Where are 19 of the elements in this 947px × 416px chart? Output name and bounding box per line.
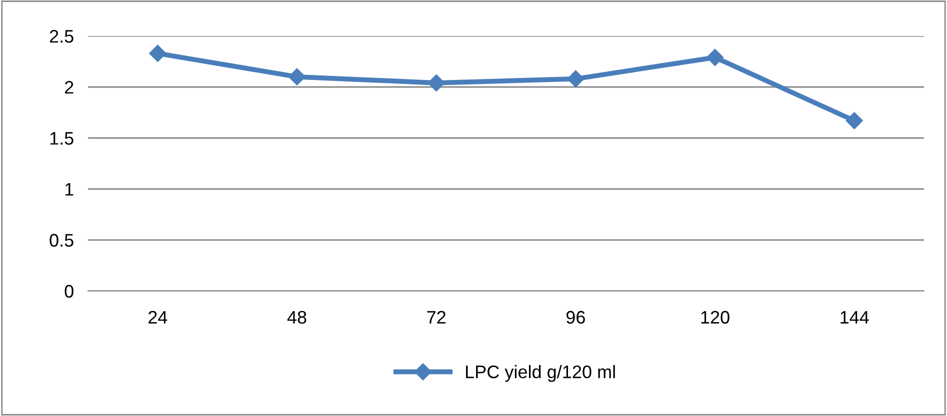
y-tick-label: 0.5 [50,234,74,247]
y-tick-label: 2 [64,80,74,94]
point [846,112,863,130]
legend-label: LPC yield g/120 ml [466,365,615,382]
x-tick-label: 48 [287,310,306,324]
point [428,74,445,92]
point [706,48,724,66]
point [288,68,306,86]
y-tick-label: 2.5 [50,30,74,43]
y-tick-label: 1 [65,183,74,196]
x-tick-label: 144 [840,311,869,324]
point [567,70,584,88]
x-tick-label: 72 [427,310,446,324]
point [149,44,166,62]
x-tick-label: 96 [566,310,585,324]
x-tick-label: 120 [701,310,730,324]
y-tick-label: 0 [64,284,74,298]
y-tick-label: 1.5 [50,132,74,145]
x-tick-label: 24 [148,310,168,324]
